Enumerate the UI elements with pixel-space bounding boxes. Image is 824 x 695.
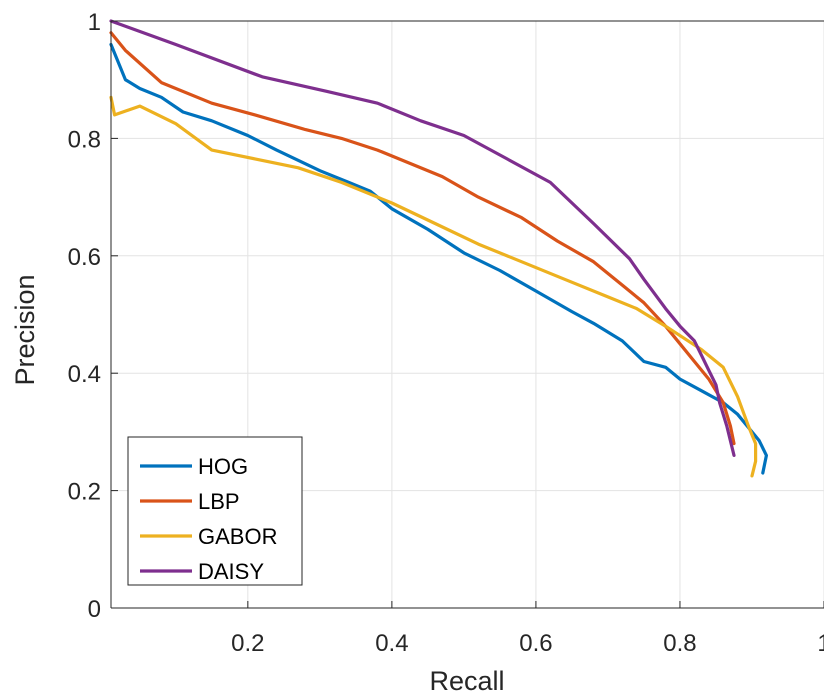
x-tick-label: 1 [817, 630, 824, 657]
legend-label-lbp: LBP [198, 489, 240, 514]
y-axis-title: Precision [10, 274, 40, 385]
x-tick-label: 0.6 [519, 630, 552, 657]
x-ticks: 0.2 0.4 0.6 0.8 1 [231, 601, 824, 657]
legend: HOG LBP GABOR DAISY [127, 436, 303, 586]
y-tick-label: 0.8 [68, 126, 101, 153]
x-tick-label: 0.2 [231, 630, 264, 657]
y-tick-label: 0 [88, 596, 101, 623]
legend-label-daisy: DAISY [198, 559, 264, 584]
series-line-lbp [109, 31, 736, 446]
series-line-daisy [109, 19, 736, 457]
legend-box [127, 436, 303, 586]
series-lines [109, 19, 769, 478]
y-tick-label: 0.4 [68, 361, 101, 388]
y-ticks: 0 0.2 0.4 0.6 0.8 1 [68, 9, 118, 623]
series-line-gabor [109, 95, 758, 478]
y-tick-label: 0.2 [68, 479, 101, 506]
series-line-hog [109, 42, 769, 475]
y-tick-label: 0.6 [68, 244, 101, 271]
x-tick-label: 0.8 [663, 630, 696, 657]
y-tick-label: 1 [88, 9, 101, 36]
legend-label-gabor: GABOR [198, 524, 277, 549]
x-tick-label: 0.4 [375, 630, 408, 657]
x-axis-title: Recall [429, 666, 504, 695]
axes [110, 20, 824, 609]
legend-label-hog: HOG [198, 454, 248, 479]
